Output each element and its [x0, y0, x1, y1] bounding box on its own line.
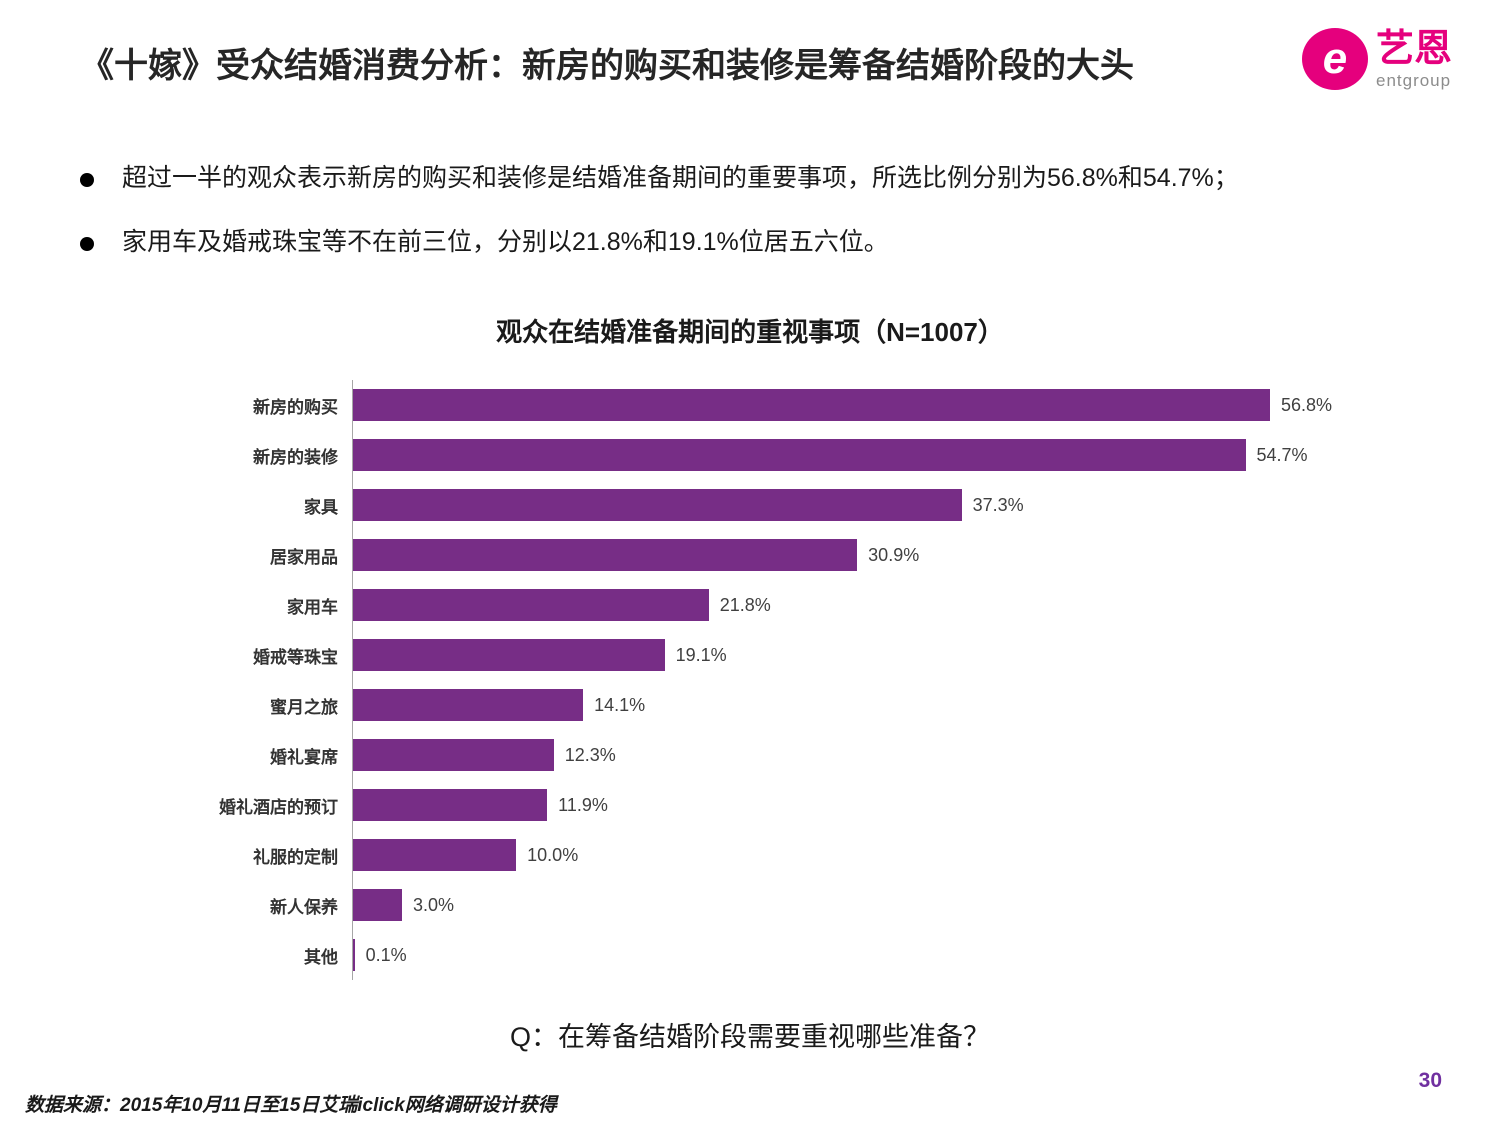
category-label: 其他 [304, 947, 338, 967]
value-label: 11.9% [558, 794, 608, 815]
chart-row: 礼服的定制 10.0% [0, 830, 1332, 880]
category-label: 婚戒等珠宝 [253, 647, 338, 667]
bar-track: 21.8% [352, 580, 1332, 630]
value-label: 12.3% [564, 744, 616, 765]
bar-track: 54.7% [352, 430, 1332, 480]
chart-row: 其他 0.1% [0, 930, 1332, 980]
category-label: 新人保养 [270, 897, 338, 917]
chart-row: 新人保养 3.0% [0, 880, 1332, 930]
bar-track: 3.0% [352, 880, 1332, 930]
bar-track: 19.1% [352, 630, 1332, 680]
chart-row: 蜜月之旅 14.1% [0, 680, 1332, 730]
value-label: 19.1% [675, 644, 727, 665]
chart-row: 家具 37.3% [0, 480, 1332, 530]
bar [353, 539, 858, 571]
bullet-item: 家用车及婚戒珠宝等不在前三位，分别以21.8%和19.1%位居五六位。 [78, 226, 1438, 260]
entgroup-logo: e 艺恩 entgroup [1301, 28, 1452, 90]
bar-track: 30.9% [352, 530, 1332, 580]
page-title: 《十嫁》受众结婚消费分析：新房的购买和装修是筹备结婚阶段的大头 [80, 47, 1134, 85]
bar-track: 56.8% [352, 380, 1332, 430]
bar-track: 11.9% [352, 780, 1332, 830]
bar-track: 0.1% [352, 930, 1332, 980]
category-label: 蜜月之旅 [270, 697, 338, 717]
bar-track: 12.3% [352, 730, 1332, 780]
category-label: 家用车 [287, 597, 338, 617]
value-label: 54.7% [1256, 444, 1308, 465]
bar-track: 14.1% [352, 680, 1332, 730]
bar [353, 789, 548, 821]
bar-chart: 新房的购买 56.8% 新房的装修 54.7% 家具 37.3% 居家用品 30.9% 家用车 2… [0, 380, 1332, 980]
chart-row: 家用车 21.8% [0, 580, 1332, 630]
category-label: 礼服的定制 [253, 847, 338, 867]
source-text: 数据来源：2015年10月11日至15日艾瑞iclick网络调研设计获得 [25, 1095, 557, 1116]
bar [353, 439, 1246, 471]
chart-title: 观众在结婚准备期间的重视事项（N=1007） [496, 317, 1004, 347]
value-label: 0.1% [365, 944, 407, 965]
logo-subbrand: entgroup [1375, 70, 1452, 90]
bar-track: 37.3% [352, 480, 1332, 530]
logo-text: 艺恩 entgroup [1376, 30, 1452, 89]
value-label: 37.3% [972, 494, 1024, 515]
logo-brand: 艺恩 [1375, 27, 1452, 70]
chart-row: 居家用品 30.9% [0, 530, 1332, 580]
bar [353, 489, 962, 521]
chart-row: 新房的装修 54.7% [0, 430, 1332, 480]
bullet-list: 超过一半的观众表示新房的购买和装修是结婚准备期间的重要事项，所选比例分别为56.… [78, 162, 1438, 290]
bar [353, 589, 709, 621]
chart-row: 新房的购买 56.8% [0, 380, 1332, 430]
bar [353, 939, 355, 971]
bar [353, 739, 554, 771]
bar-track: 10.0% [352, 830, 1332, 880]
bar [353, 389, 1270, 421]
category-label: 婚礼酒店的预订 [219, 797, 338, 817]
value-label: 21.8% [719, 594, 771, 615]
category-label: 家具 [304, 497, 338, 517]
value-label: 10.0% [527, 844, 579, 865]
page-number: 30 [1418, 1069, 1442, 1092]
bar [353, 839, 517, 871]
category-label: 新房的购买 [253, 397, 338, 417]
chart-row: 婚礼宴席 12.3% [0, 730, 1332, 780]
category-label: 婚礼宴席 [270, 747, 338, 767]
category-label: 居家用品 [270, 547, 338, 567]
bullet-item: 超过一半的观众表示新房的购买和装修是结婚准备期间的重要事项，所选比例分别为56.… [78, 162, 1438, 196]
chart-row: 婚戒等珠宝 19.1% [0, 630, 1332, 680]
chart-row: 婚礼酒店的预订 11.9% [0, 780, 1332, 830]
bar [353, 639, 665, 671]
bar [353, 689, 584, 721]
entgroup-logo-icon: e [1301, 28, 1368, 90]
value-label: 56.8% [1280, 394, 1332, 415]
category-label: 新房的装修 [253, 447, 338, 467]
value-label: 3.0% [412, 894, 454, 915]
question-text: Q：在筹备结婚阶段需要重视哪些准备？ [509, 1022, 990, 1052]
value-label: 30.9% [868, 544, 920, 565]
value-label: 14.1% [594, 694, 646, 715]
bar [353, 889, 402, 921]
